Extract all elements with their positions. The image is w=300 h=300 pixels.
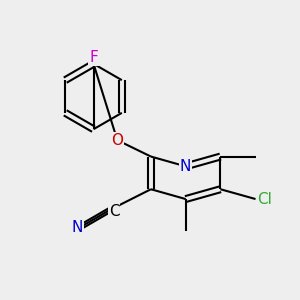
Text: O: O bbox=[111, 133, 123, 148]
Text: C: C bbox=[109, 204, 120, 219]
Text: N: N bbox=[180, 159, 191, 174]
Text: Cl: Cl bbox=[258, 191, 272, 206]
Text: N: N bbox=[71, 220, 83, 236]
Text: F: F bbox=[89, 50, 98, 65]
